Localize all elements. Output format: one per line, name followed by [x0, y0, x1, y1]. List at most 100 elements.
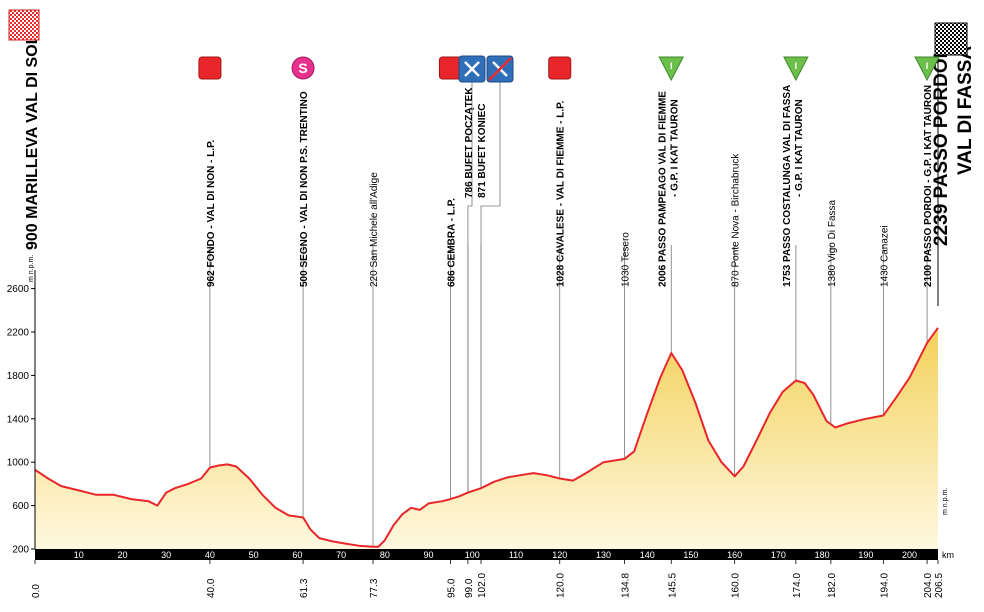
waypoint-label: 962 FONDO - VAL DI NON - L.P.: [206, 140, 217, 287]
waypoint-label: 870 Ponte Nova - Birchabruck: [731, 153, 742, 287]
waypoint-label-text: 220 San Michele all'Adige: [369, 172, 380, 287]
finish-flag-icon: [934, 22, 968, 56]
checkpoint-km-label: 77.3: [369, 578, 380, 598]
kom-icon: [914, 56, 940, 82]
waypoint-label: 871 BUFET KONIEC: [477, 104, 488, 198]
km-tick-label: 40: [205, 550, 215, 560]
checkpoint-km-label: 160.0: [731, 573, 742, 598]
feed-end-leader: [480, 82, 501, 549]
feed-start-icon: [458, 55, 486, 83]
checkpoint-km-label: 134.8: [620, 573, 631, 598]
km-tick-label: 140: [640, 550, 655, 560]
km-tick-label: 150: [683, 550, 698, 560]
checkpoint-km-label: 99.0: [464, 578, 475, 598]
km-tick-label: 20: [117, 550, 127, 560]
y-axis-label-right: m n.p.m.: [942, 488, 949, 515]
axes: 200 600 1000 1400 1800 2200 2600 m n.p.m. m n.p.…: [7, 255, 954, 598]
waypoint-label-text: 1380 Vigo Di Fassa: [827, 199, 838, 287]
waypoint-label-text: 786 BUFET POCZĄTEK: [464, 87, 475, 198]
waypoint-label: 1380 Vigo Di Fassa: [827, 199, 838, 287]
checkpoint-km-label: 206.5: [934, 573, 945, 598]
sprint-icon-letter: S: [298, 60, 307, 76]
km-tick-label: 130: [596, 550, 611, 560]
km-tick-label: 80: [380, 550, 390, 560]
waypoint-label: 1753 PASSO COSTALUNGA VAL DI FASSA - G.P.…: [782, 85, 805, 287]
checkpoint-km-label: 0.0: [31, 584, 42, 598]
km-tick-label: 190: [858, 550, 873, 560]
sprint-icon: [291, 56, 315, 80]
waypoint-label-line2: - G.P. I KAT TAURON: [669, 99, 680, 197]
waypoint-label-text: 1028 CAVALESE - VAL DI FIEMME - L.P.: [556, 100, 567, 287]
waypoint-label-text: 962 FONDO - VAL DI NON - L.P.: [206, 140, 217, 287]
km-tick-label: 50: [249, 550, 259, 560]
km-tick-label: 10: [74, 550, 84, 560]
checkpoint-km-label: 194.0: [879, 573, 890, 598]
y-tick-label: 1000: [7, 458, 30, 469]
km-tick-label: 30: [161, 550, 171, 560]
waypoint-label-text: 1430 Canazei: [879, 225, 890, 287]
kom-icon: [658, 56, 685, 82]
elevation-area: [34, 327, 939, 549]
finish-label-line1: 2239 PASSO PORDOI: [931, 53, 952, 246]
finish-label-line2: VAL DI FASSA: [955, 46, 976, 175]
km-tick-label: 120: [552, 550, 567, 560]
waypoint-label-text: 500 SEGNO - VAL DI NON P.S. TRENTINO: [299, 91, 310, 287]
waypoint-label-line1: 1753 PASSO COSTALUNGA VAL DI FASSA: [782, 85, 793, 287]
kom-icon-letter: I: [795, 61, 798, 71]
y-tick-label: 1800: [7, 371, 30, 382]
km-tick-label: 180: [815, 550, 830, 560]
checkpoint-km-label: 204.0: [923, 573, 934, 598]
y-tick-label: 200: [12, 545, 29, 556]
km-tick-label: 60: [292, 550, 302, 560]
waypoint-label: 220 San Michele all'Adige: [369, 172, 380, 287]
waypoint-label: 686 CEMBRA - L.P.: [446, 198, 457, 287]
checkpoint-km-label: 102.0: [477, 573, 488, 598]
kom-icon: [783, 56, 809, 82]
km-tick-label: 170: [771, 550, 786, 560]
y-tick-label: 2200: [7, 328, 30, 339]
waypoint-label: 1030 Tesero: [620, 232, 631, 287]
red-checkpoint-icon: [548, 56, 572, 80]
checkpoint-km-label: 174.0: [792, 573, 803, 598]
elevation-line: [34, 327, 939, 548]
x-axis-label: km: [942, 550, 954, 560]
checkpoint-km-label: 61.3: [299, 578, 310, 598]
y-tick-label: 1400: [7, 414, 30, 425]
y-tick-label: 600: [12, 501, 29, 512]
km-tick-label: 160: [727, 550, 742, 560]
checkpoint-km-label: 182.0: [827, 573, 838, 598]
waypoint-label-line2: - G.P. I KAT TAURON: [794, 99, 805, 197]
waypoint-label: 786 BUFET POCZĄTEK: [464, 87, 475, 198]
km-tick-label: 70: [336, 550, 346, 560]
waypoint-label-text: 870 Ponte Nova - Birchabruck: [731, 153, 742, 287]
checkpoint-km-label: 95.0: [446, 578, 457, 598]
km-tick-label: 90: [424, 550, 434, 560]
km-tick-label: 110: [509, 550, 523, 560]
waypoint-label: 1028 CAVALESE - VAL DI FIEMME - L.P.: [556, 100, 567, 287]
waypoint-label-text: 2100 PASSO PORDOI - G.P. I KAT TAURON: [923, 85, 934, 287]
km-band: [35, 549, 938, 560]
km-tick-label: 100: [465, 550, 480, 560]
knife-icon: [464, 61, 480, 77]
waypoint-labels: 962 FONDO - VAL DI NON - L.P. 500 SEGNO -…: [24, 24, 976, 287]
waypoint-label-text: 871 BUFET KONIEC: [477, 104, 488, 198]
checkpoint-km-label: 120.0: [556, 573, 567, 598]
y-tick-label: 2600: [7, 284, 30, 295]
waypoint-label: 1430 Canazei: [879, 225, 890, 287]
km-tick-label: 200: [902, 550, 917, 560]
feed-start-leader: [467, 82, 473, 549]
checkpoint-km-label: 40.0: [206, 578, 217, 598]
start-flag-icon: [8, 9, 40, 41]
red-checkpoint-icon: [198, 56, 222, 80]
waypoint-label-text: 1030 Tesero: [620, 232, 631, 287]
start-label: 900 MARILLEVA VAL DI SOLE: [24, 24, 41, 250]
strike-icon: [488, 57, 512, 81]
red-checkpoint-icon: [438, 56, 462, 80]
kom-icon-letter: I: [670, 61, 673, 71]
kom-icon-letter: I: [926, 61, 929, 71]
feed-end-icon: [486, 55, 514, 83]
y-axis-label: m n.p.m.: [28, 255, 35, 282]
waypoint-label-text: 686 CEMBRA - L.P.: [446, 198, 457, 287]
